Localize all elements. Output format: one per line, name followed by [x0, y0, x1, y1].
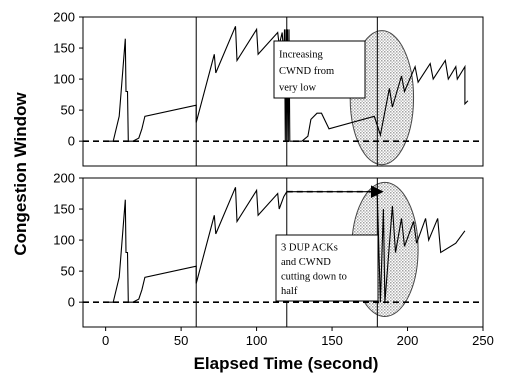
y-tick-label-2-50: 50 [61, 264, 75, 279]
panel-frame-2 [82, 177, 484, 328]
x-tick-label-0: 0 [102, 333, 109, 348]
panel-frame-1 [82, 16, 484, 167]
series-line-2-1 [105, 187, 466, 303]
annotation-line-2-2: and CWND [281, 257, 331, 268]
x-tick-label-100: 100 [246, 333, 268, 348]
y-tick-label-2-200: 200 [53, 171, 75, 186]
y-tick-label-2-100: 100 [53, 233, 75, 248]
annotation-line-1-1: Increasing [279, 50, 323, 61]
y-tick-label-1-50: 50 [61, 103, 75, 118]
x-axis-title: Elapsed Time (second) [194, 354, 379, 373]
y-tick-label-1-100: 100 [53, 72, 75, 87]
y-tick-label-1-0: 0 [68, 134, 75, 149]
annotation-line-2-4: half [281, 286, 298, 297]
annotation-box-2 [275, 234, 379, 302]
y-tick-label-1-200: 200 [53, 10, 75, 25]
annotation-line-2-1: 3 DUP ACKs [281, 242, 338, 253]
annotation-line-1-2: CWND from [279, 66, 334, 77]
x-tick-label-250: 250 [472, 333, 494, 348]
annotation-line-2-3: cutting down to [281, 271, 347, 282]
x-tick-label-50: 50 [174, 333, 188, 348]
y-tick-label-1-150: 150 [53, 41, 75, 56]
y-axis-title: Congestion Window [11, 92, 30, 256]
y-tick-label-2-0: 0 [68, 295, 75, 310]
x-tick-label-150: 150 [321, 333, 343, 348]
y-tick-label-2-150: 150 [53, 202, 75, 217]
x-tick-label-200: 200 [397, 333, 419, 348]
annotation-box-1 [273, 40, 366, 99]
annotation-line-1-3: very low [279, 82, 316, 93]
